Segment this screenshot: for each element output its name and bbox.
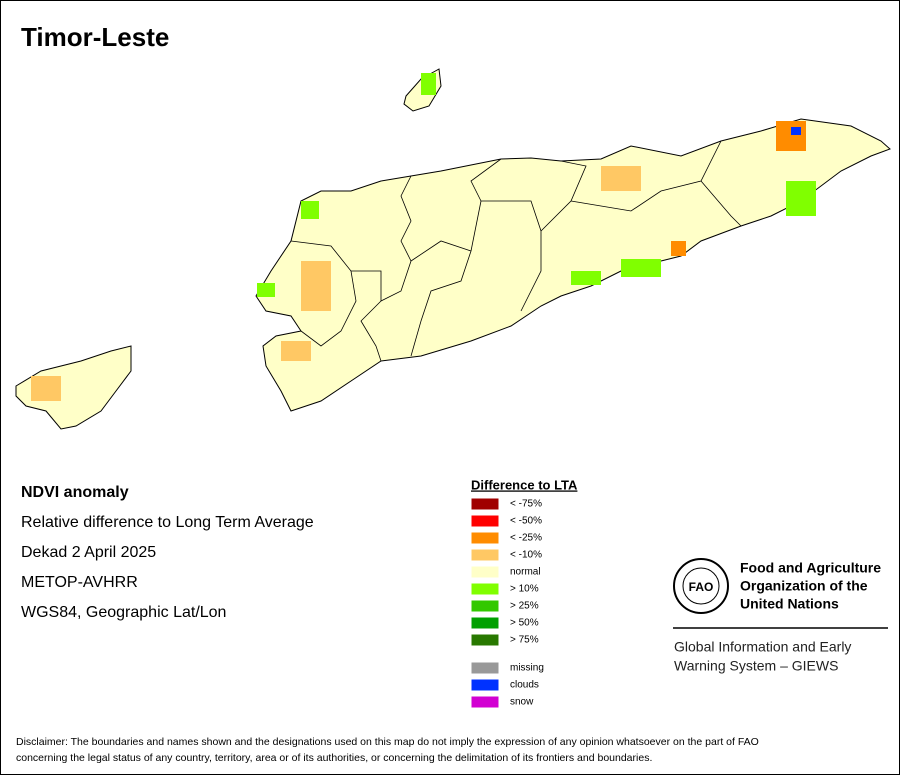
- info-line: METOP-AVHRR: [21, 574, 138, 591]
- legend-swatch: [470, 565, 500, 579]
- legend-label: snow: [510, 697, 534, 708]
- patch: [786, 181, 816, 216]
- patch: [791, 127, 801, 135]
- logo-text: FAO: [689, 580, 714, 594]
- legend-swatch: [470, 661, 500, 675]
- legend-label: > 50%: [510, 618, 539, 629]
- legend-swatch: [470, 599, 500, 613]
- patch: [671, 241, 686, 256]
- org-name: United Nations: [740, 596, 839, 612]
- patch: [301, 201, 319, 219]
- legend-swatch: [470, 497, 500, 511]
- patch: [421, 73, 436, 95]
- legend-swatch: [470, 582, 500, 596]
- info-line: WGS84, Geographic Lat/Lon: [21, 604, 226, 621]
- patch: [601, 166, 641, 191]
- info-heading: NDVI anomaly: [21, 484, 129, 501]
- patch: [776, 121, 806, 151]
- org-name: Food and Agriculture: [740, 560, 881, 576]
- patch: [257, 283, 275, 297]
- legend-swatch: [470, 633, 500, 647]
- legend-label: > 75%: [510, 635, 539, 646]
- legend-label: missing: [510, 663, 544, 674]
- legend-label: > 10%: [510, 584, 539, 595]
- legend-swatch: [470, 695, 500, 709]
- patch: [621, 259, 661, 277]
- legend-swatch: [470, 531, 500, 545]
- patch: [281, 341, 311, 361]
- info-line: Dekad 2 April 2025: [21, 544, 156, 561]
- org-name: Organization of the: [740, 578, 868, 594]
- legend-label: > 25%: [510, 601, 539, 612]
- legend-label: clouds: [510, 680, 539, 691]
- legend-swatch: [470, 616, 500, 630]
- legend-title: Difference to LTA: [471, 477, 578, 492]
- legend-label: normal: [510, 567, 541, 578]
- land: [15, 68, 891, 430]
- admin-boundaries: [290, 140, 742, 362]
- legend-swatch: [470, 548, 500, 562]
- legend-label: < -75%: [510, 499, 542, 510]
- legend-label: < -50%: [510, 516, 542, 527]
- patches: [31, 73, 816, 401]
- main-island: [255, 118, 891, 412]
- info-line: Relative difference to Long Term Average: [21, 514, 314, 531]
- disclaimer: concerning the legal status of any count…: [16, 752, 652, 764]
- legend-swatch: [470, 514, 500, 528]
- legend-label: < -10%: [510, 550, 542, 561]
- disclaimer: Disclaimer: The boundaries and names sho…: [16, 736, 759, 748]
- patch: [571, 271, 601, 285]
- patch: [301, 261, 331, 311]
- fao-logo: FAO: [673, 558, 729, 614]
- system-name: Global Information and Early: [674, 639, 851, 655]
- system-name: Warning System – GIEWS: [674, 658, 838, 674]
- patch: [31, 376, 61, 401]
- legend-swatch: [470, 678, 500, 692]
- legend-label: < -25%: [510, 533, 542, 544]
- oecusse: [15, 345, 132, 430]
- title: Timor-Leste: [21, 22, 169, 52]
